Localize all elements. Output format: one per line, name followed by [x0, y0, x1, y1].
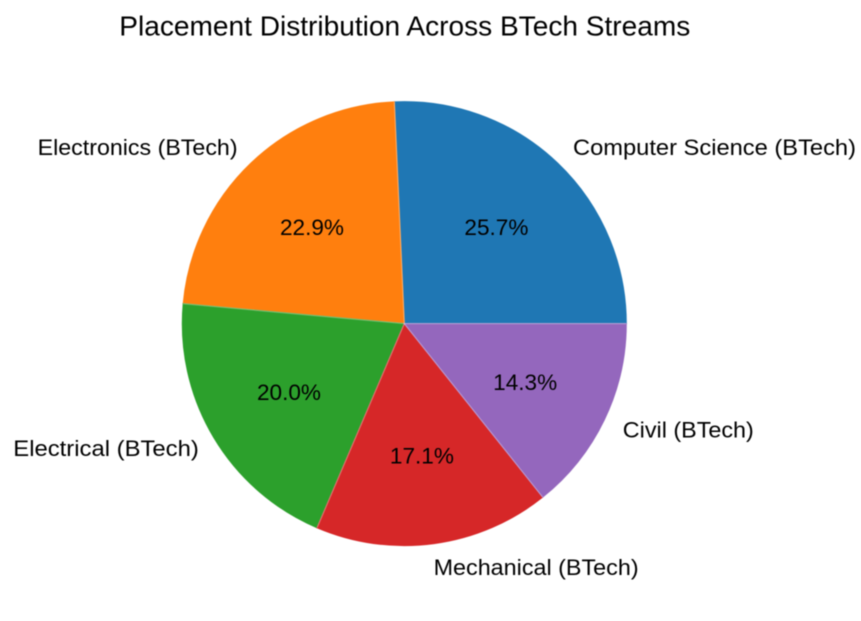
svg-text:Placement Distribution Across: Placement Distribution Across BTech Stre…: [119, 11, 690, 42]
svg-text:Electronics (BTech): Electronics (BTech): [38, 135, 238, 160]
svg-text:22.9%: 22.9%: [280, 215, 344, 240]
svg-text:17.1%: 17.1%: [390, 444, 454, 469]
svg-text:Computer Science (BTech): Computer Science (BTech): [573, 135, 856, 160]
svg-text:Civil (BTech): Civil (BTech): [623, 417, 754, 442]
svg-text:25.7%: 25.7%: [464, 215, 528, 240]
svg-text:20.0%: 20.0%: [257, 380, 321, 405]
svg-text:Electrical (BTech): Electrical (BTech): [13, 436, 199, 461]
svg-text:Mechanical (BTech): Mechanical (BTech): [434, 555, 639, 580]
svg-text:14.3%: 14.3%: [493, 370, 557, 395]
